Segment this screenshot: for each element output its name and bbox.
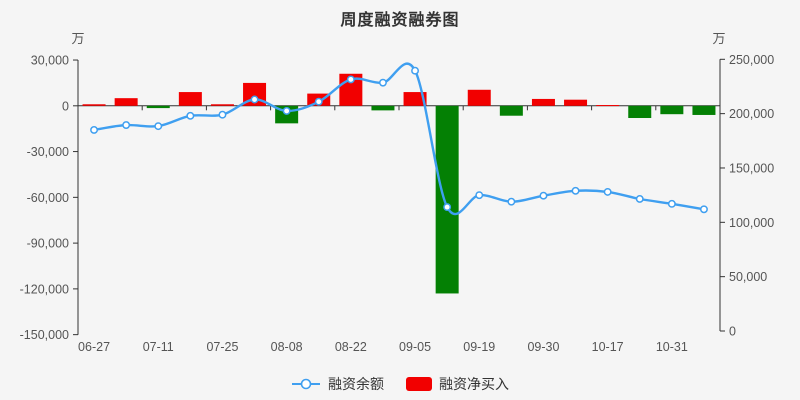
line-financing-balance <box>92 62 706 216</box>
line-marker[interactable] <box>700 205 708 214</box>
legend-item-net-buy[interactable]: 融资净买入 <box>406 374 509 394</box>
line-marker[interactable] <box>379 78 387 87</box>
bar-net-buy[interactable] <box>210 104 234 106</box>
bar-net-buy[interactable] <box>628 105 652 119</box>
line-marker[interactable] <box>603 187 612 196</box>
bar-net-buy[interactable] <box>82 104 106 106</box>
line-marker[interactable] <box>90 125 99 134</box>
line-marker[interactable] <box>282 106 291 115</box>
legend-label-financing-balance: 融资余额 <box>328 376 384 392</box>
y-axis-left-tick-label: -90,000 <box>27 237 69 251</box>
line-marker[interactable] <box>218 110 227 119</box>
line-marker[interactable] <box>443 203 452 212</box>
y-axis-left-tick-label: -150,000 <box>20 328 69 342</box>
y-axis-left-tick-label: 0 <box>62 99 69 113</box>
bar-net-buy[interactable] <box>499 105 523 116</box>
bar-net-buy[interactable] <box>178 92 202 106</box>
y-axis-right-tick-label: 0 <box>729 325 736 339</box>
y-axis-right-tick-label: 150,000 <box>729 161 774 175</box>
chart-title: 周度融资融券图 <box>340 12 460 29</box>
legend: 融资余额 融资净买入 <box>0 374 800 394</box>
bar-net-buy[interactable] <box>660 105 684 115</box>
y-axis-right-tick-label: 200,000 <box>729 107 774 121</box>
x-axis-label: 09-05 <box>399 340 431 354</box>
x-axis-label: 06-27 <box>78 340 110 354</box>
bar-net-buy[interactable] <box>564 99 588 106</box>
x-axis-label: 07-25 <box>206 340 238 354</box>
line-marker[interactable] <box>346 75 355 84</box>
line-marker[interactable] <box>475 191 484 200</box>
x-axis-label: 10-31 <box>656 340 688 354</box>
y-axis-left-tick-label: 30,000 <box>31 54 69 68</box>
left-axis-unit-label: 万 <box>71 31 85 46</box>
line-marker[interactable] <box>154 122 163 131</box>
line-marker[interactable] <box>571 186 580 195</box>
line-marker[interactable] <box>667 199 676 208</box>
bar-net-buy[interactable] <box>371 105 395 111</box>
bar-net-buy[interactable] <box>146 105 170 109</box>
bar-net-buy[interactable] <box>692 105 716 115</box>
x-axis-label: 09-30 <box>527 340 559 354</box>
right-axis-unit-label: 万 <box>712 31 726 46</box>
line-marker[interactable] <box>186 111 195 120</box>
line-marker[interactable] <box>411 66 419 75</box>
x-axis-label: 08-08 <box>271 340 303 354</box>
bar-net-buy[interactable] <box>435 105 459 294</box>
x-axis-label: 10-17 <box>592 340 624 354</box>
x-axis-label: 09-19 <box>463 340 495 354</box>
x-axis-label: 08-22 <box>335 340 367 354</box>
legend-label-net-buy: 融资净买入 <box>439 376 509 392</box>
bar-net-buy[interactable] <box>114 98 138 106</box>
line-marker[interactable] <box>539 191 548 200</box>
y-axis-left-tick-label: -60,000 <box>27 191 69 205</box>
y-axis-right-tick-label: 250,000 <box>729 53 774 67</box>
line-series-icon <box>292 378 320 390</box>
line-marker[interactable] <box>250 95 259 104</box>
bar-net-buy[interactable] <box>403 92 427 106</box>
legend-item-financing-balance[interactable]: 融资余额 <box>291 374 384 394</box>
line-marker[interactable] <box>507 197 516 206</box>
x-axis-label: 07-11 <box>143 340 174 354</box>
y-axis-left-tick-label: -30,000 <box>27 145 69 159</box>
line-marker[interactable] <box>314 97 323 106</box>
bar-series-icon <box>406 377 432 391</box>
bar-net-buy[interactable] <box>467 89 491 106</box>
line-marker[interactable] <box>122 121 131 130</box>
bar-net-buy[interactable] <box>596 105 620 107</box>
bar-net-buy[interactable] <box>531 98 555 106</box>
y-axis-right-tick-label: 50,000 <box>729 270 767 284</box>
y-axis-right-tick-label: 100,000 <box>729 216 774 230</box>
y-axis-left-tick-label: -120,000 <box>20 282 69 296</box>
line-marker[interactable] <box>635 195 644 203</box>
